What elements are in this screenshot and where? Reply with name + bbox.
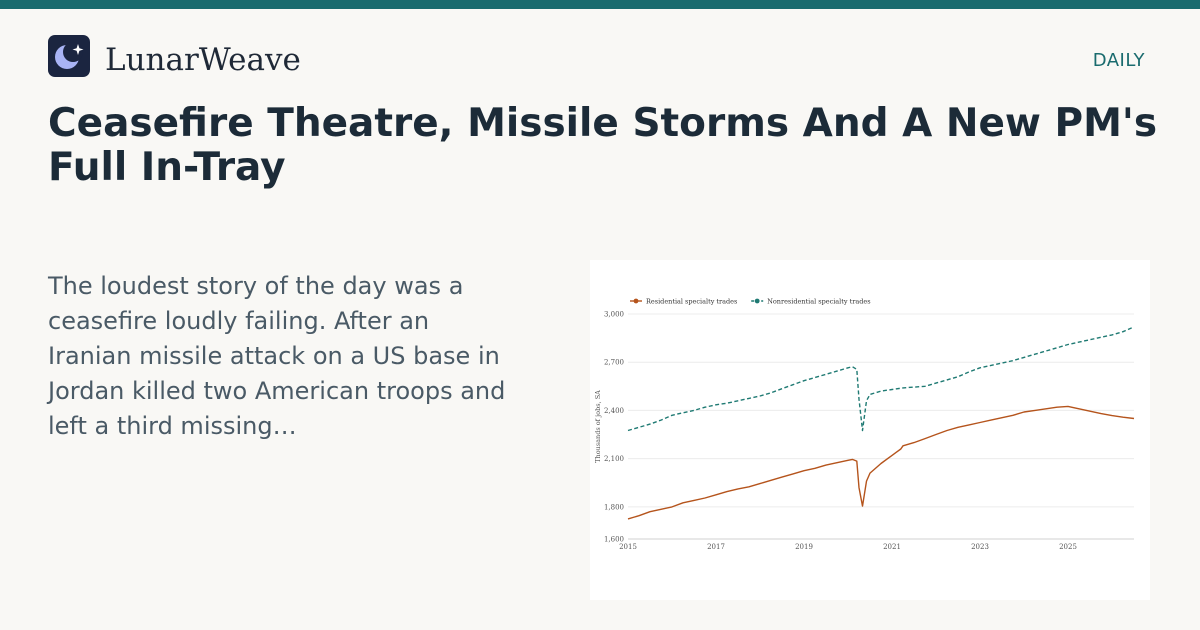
legend-marker bbox=[633, 298, 639, 304]
x-tick-label: 2023 bbox=[971, 543, 989, 551]
plot-background bbox=[590, 290, 1150, 570]
employment-line-chart: 1,600 1,800 2,100 2,400 2,700 3,000 2015 2017 20… bbox=[590, 290, 1150, 570]
legend-marker bbox=[754, 298, 760, 304]
y-tick-label: 2,400 bbox=[604, 407, 624, 415]
x-tick-label: 2025 bbox=[1059, 543, 1077, 551]
x-tick-label: 2017 bbox=[707, 543, 725, 551]
series-line bbox=[627, 405, 1135, 520]
y-tick-label: 2,100 bbox=[604, 455, 624, 463]
crescent-moon-star-icon[interactable] bbox=[48, 35, 90, 77]
y-tick-label: 2,700 bbox=[604, 359, 624, 367]
section-label[interactable]: DAILY bbox=[1092, 50, 1145, 71]
headline: Ceasefire Theatre, Missile Storms And A … bbox=[48, 101, 1158, 190]
legend-label: Nonresidential specialty trades bbox=[767, 297, 870, 305]
x-tick-label: 2021 bbox=[883, 543, 901, 551]
top-accent-bar bbox=[0, 0, 1200, 9]
article-summary: The loudest story of the day was a cease… bbox=[48, 272, 506, 440]
legend-label: Residential specialty trades bbox=[646, 297, 737, 305]
y-tick-label: 1,600 bbox=[604, 536, 624, 544]
x-tick-label: 2019 bbox=[795, 543, 813, 551]
y-axis-label: Thousands of jobs, SA bbox=[594, 390, 602, 463]
y-tick-label: 1,800 bbox=[604, 503, 624, 511]
y-tick-label: 3,000 bbox=[604, 311, 624, 319]
x-tick-label: 2015 bbox=[619, 543, 637, 551]
brand-name[interactable]: LunarWeave bbox=[105, 42, 301, 78]
chart-card: 1,600 1,800 2,100 2,400 2,700 3,000 2015 2017 20… bbox=[590, 260, 1150, 600]
series-line bbox=[627, 326, 1135, 432]
